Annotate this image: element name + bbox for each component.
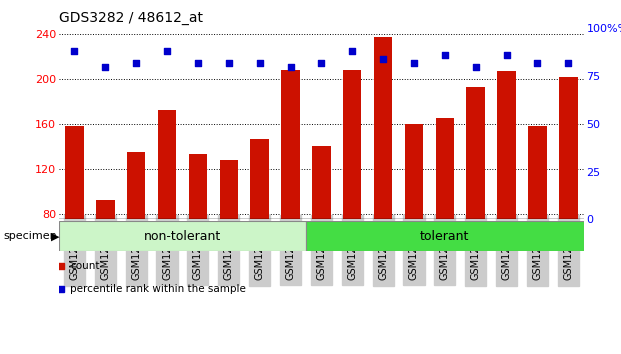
Text: GDS3282 / 48612_at: GDS3282 / 48612_at	[59, 11, 203, 24]
Point	[255, 60, 265, 65]
Point	[440, 52, 450, 58]
Point	[224, 60, 233, 65]
Bar	[343, 70, 361, 304]
Bar	[497, 71, 516, 304]
Point	[502, 52, 512, 58]
Text: percentile rank within the sample: percentile rank within the sample	[70, 284, 246, 295]
Point	[347, 48, 357, 54]
Point	[471, 64, 481, 69]
Bar	[312, 147, 330, 304]
Text: ▶: ▶	[51, 231, 60, 241]
Point	[193, 60, 203, 65]
Point	[409, 60, 419, 65]
Point	[101, 64, 111, 69]
Bar	[219, 160, 238, 304]
Bar	[96, 200, 114, 304]
Bar	[374, 37, 392, 304]
Bar	[65, 126, 84, 304]
Bar	[306, 221, 584, 251]
Bar	[250, 138, 269, 304]
Text: count: count	[70, 261, 99, 272]
Bar	[127, 152, 145, 304]
Bar	[559, 77, 578, 304]
Point	[70, 48, 79, 54]
Point	[378, 56, 388, 62]
Text: tolerant: tolerant	[420, 230, 469, 243]
Point	[162, 48, 172, 54]
Bar	[281, 70, 300, 304]
Bar	[405, 124, 424, 304]
Point	[563, 60, 573, 65]
Bar	[158, 110, 176, 304]
Point	[532, 60, 542, 65]
Point	[131, 60, 141, 65]
Bar	[435, 118, 454, 304]
Point	[316, 60, 327, 65]
Text: specimen: specimen	[3, 231, 57, 241]
Bar	[528, 126, 546, 304]
Point	[286, 64, 296, 69]
Bar	[466, 87, 485, 304]
Text: non-tolerant: non-tolerant	[144, 230, 221, 243]
Bar	[189, 154, 207, 304]
Bar	[59, 221, 306, 251]
